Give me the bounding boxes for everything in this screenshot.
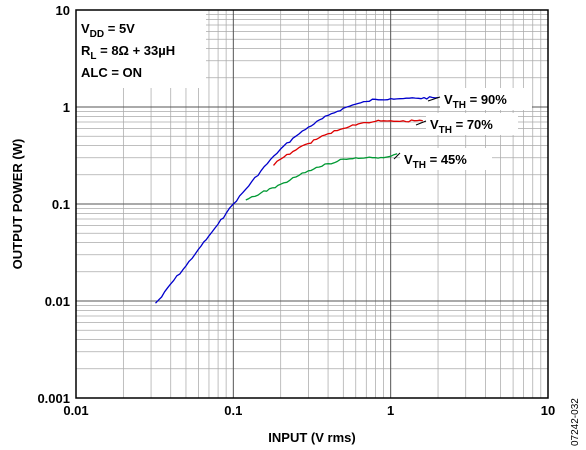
leader-90 (427, 96, 441, 102)
series-line-90 (155, 96, 439, 304)
x-tick-label: 0.01 (63, 403, 88, 418)
y-tick-label: 1 (63, 100, 70, 115)
label-bg-70 (426, 113, 518, 135)
series-label-90: VTH = 90% (444, 92, 507, 111)
condition-vdd-main: V (81, 21, 90, 36)
series-line-45 (245, 153, 398, 201)
plot-frame (75, 9, 549, 399)
series-label-90-main: V (444, 92, 453, 107)
condition-rl: RL = 8Ω + 33µH (81, 43, 175, 62)
x-tick-label: 10 (541, 403, 555, 418)
condition-vdd: VDD = 5V (81, 21, 135, 40)
figure-id: 07242-032 (570, 398, 581, 446)
series-label-45-main: V (404, 152, 413, 167)
conditions-box (76, 10, 206, 88)
x-tick-label: 0.1 (224, 403, 242, 418)
series-label-90-rest: = 90% (466, 92, 507, 107)
leader-70 (415, 120, 427, 126)
series-label-45: VTH = 45% (404, 152, 467, 171)
label-bg-90 (440, 88, 532, 110)
y-tick-label: 10 (56, 3, 70, 18)
condition-vdd-rest: = 5V (104, 21, 135, 36)
y-tick-label: 0.01 (45, 294, 70, 309)
series-label-70-main: V (430, 117, 439, 132)
series-label-45-rest: = 45% (426, 152, 467, 167)
y-tick-label: 0.001 (37, 391, 70, 406)
leader-45 (393, 152, 401, 160)
condition-rl-rest: = 8Ω + 33µH (97, 43, 176, 58)
series-label-90-sub: TH (453, 100, 466, 111)
condition-alc: ALC = ON (81, 65, 142, 80)
condition-vdd-sub: DD (90, 29, 104, 40)
series-label-45-sub: TH (413, 160, 426, 171)
x-axis-title: INPUT (V rms) (268, 430, 355, 445)
condition-rl-main: R (81, 43, 91, 58)
x-tick-label: 1 (387, 403, 394, 418)
y-tick-label: 0.1 (52, 197, 70, 212)
series-label-70-sub: TH (439, 125, 452, 136)
series-line-70 (273, 119, 423, 166)
label-bg-45 (400, 148, 492, 170)
series-label-70: VTH = 70% (430, 117, 493, 136)
y-axis-title: OUTPUT POWER (W) (10, 139, 25, 270)
series-layer (155, 96, 439, 304)
condition-rl-sub: L (90, 51, 96, 62)
series-label-70-rest: = 70% (452, 117, 493, 132)
